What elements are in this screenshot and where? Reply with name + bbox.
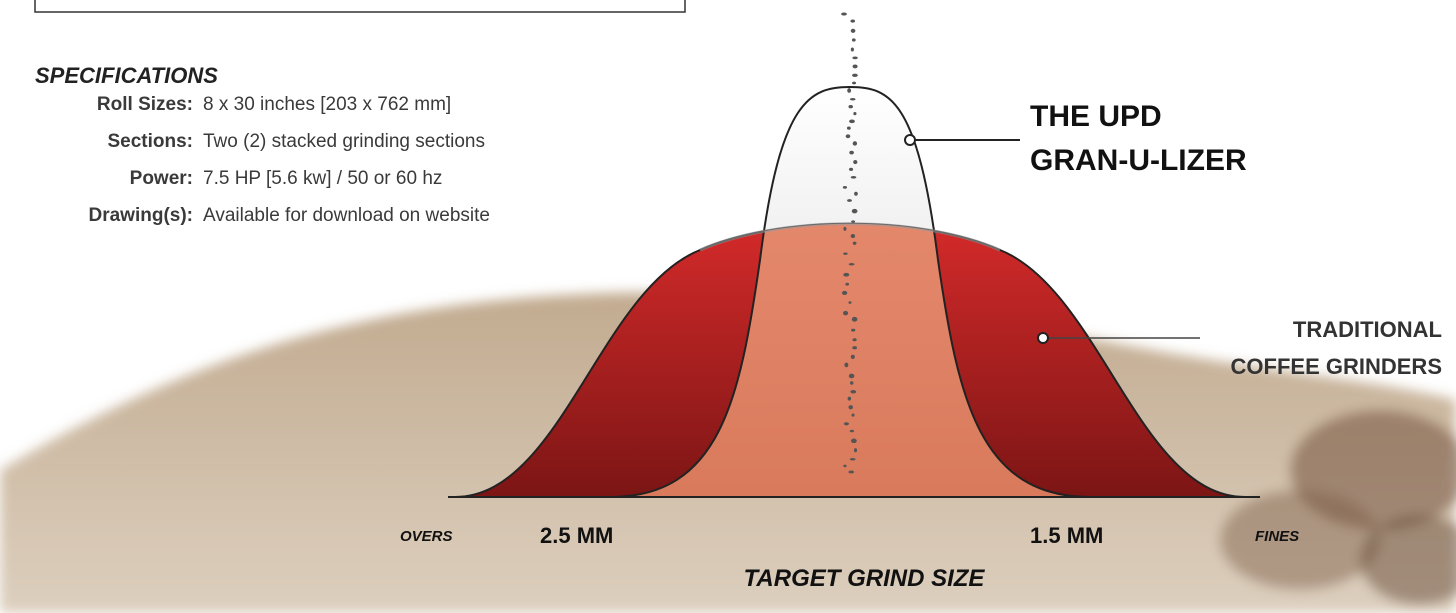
spec-label: Sections: — [107, 131, 193, 152]
grain — [850, 390, 856, 394]
grain — [841, 12, 847, 15]
spec-value: Available for download on website — [203, 205, 490, 226]
grain — [853, 141, 857, 145]
grain — [852, 346, 857, 349]
grain — [844, 422, 849, 425]
grain — [845, 283, 849, 286]
grain — [847, 127, 851, 130]
specs-heading: SPECIFICATIONS — [35, 63, 218, 88]
grain — [848, 105, 853, 108]
grain — [853, 160, 857, 164]
specs-list: Roll Sizes: 8 x 30 inches [203 x 762 mm] S… — [89, 94, 490, 226]
grain — [843, 311, 848, 316]
axis-title: TARGET GRIND SIZE — [744, 565, 986, 592]
callout-text: TRADITIONAL — [1293, 317, 1442, 342]
grain — [851, 29, 856, 33]
grain — [851, 234, 855, 238]
grain — [842, 291, 847, 295]
grain — [852, 209, 858, 214]
grain — [843, 227, 846, 231]
axis-size-label: 1.5 MM — [1030, 523, 1103, 548]
page: SPECIFICATIONS Roll Sizes: 8 x 30 inches … — [0, 0, 1456, 613]
grain — [849, 120, 855, 124]
callout-text: COFFEE GRINDERS — [1231, 354, 1442, 379]
grain — [843, 186, 847, 189]
callout-dot — [1038, 333, 1048, 343]
grain — [848, 471, 854, 474]
grain — [849, 374, 855, 379]
grain — [850, 381, 853, 385]
callout-dot — [905, 135, 915, 145]
callout-text: THE UPD — [1030, 100, 1162, 133]
grain — [853, 64, 858, 68]
grain — [851, 176, 857, 179]
grain — [851, 220, 855, 222]
spec-label: Roll Sizes: — [97, 94, 193, 115]
grain — [851, 414, 854, 417]
grain — [848, 397, 851, 401]
axis-size-label: 2.5 MM — [540, 523, 613, 548]
grain — [850, 19, 855, 22]
spec-value: 7.5 HP [5.6 kw] / 50 or 60 hz — [203, 168, 442, 189]
grain — [850, 430, 854, 433]
spec-value: Two (2) stacked grinding sections — [203, 131, 485, 152]
grain — [851, 48, 854, 52]
grain — [852, 74, 858, 77]
grain — [852, 38, 856, 41]
grain — [852, 57, 857, 60]
callout-text: GRAN-U-LIZER — [1030, 144, 1247, 177]
grain — [852, 82, 856, 85]
spec-value: 8 x 30 inches [203 x 762 mm] — [203, 94, 451, 115]
grain — [843, 252, 847, 254]
grain — [848, 405, 853, 409]
grain — [844, 363, 848, 368]
grain — [849, 151, 854, 155]
grain — [850, 458, 856, 460]
grain — [852, 338, 856, 341]
grain — [847, 199, 852, 202]
grain — [850, 98, 856, 101]
grain — [851, 439, 857, 444]
grain — [843, 273, 849, 277]
spec-label: Drawing(s): — [89, 205, 194, 226]
grain — [852, 317, 858, 322]
grain — [854, 192, 858, 196]
grain — [854, 448, 857, 452]
grain — [843, 465, 846, 468]
axis-end-label: OVERS — [400, 528, 453, 545]
grain — [853, 242, 857, 245]
grain — [846, 134, 851, 138]
grain — [848, 301, 851, 304]
grain — [853, 112, 856, 115]
grain — [849, 168, 853, 171]
header-box-edge — [35, 0, 685, 12]
grain — [851, 355, 855, 359]
grain — [851, 329, 855, 332]
infographic: SPECIFICATIONS Roll Sizes: 8 x 30 inches … — [0, 0, 1456, 613]
spec-label: Power: — [130, 168, 193, 189]
grain — [849, 263, 855, 265]
axis-end-label: FINES — [1255, 528, 1299, 545]
grain — [847, 88, 851, 93]
